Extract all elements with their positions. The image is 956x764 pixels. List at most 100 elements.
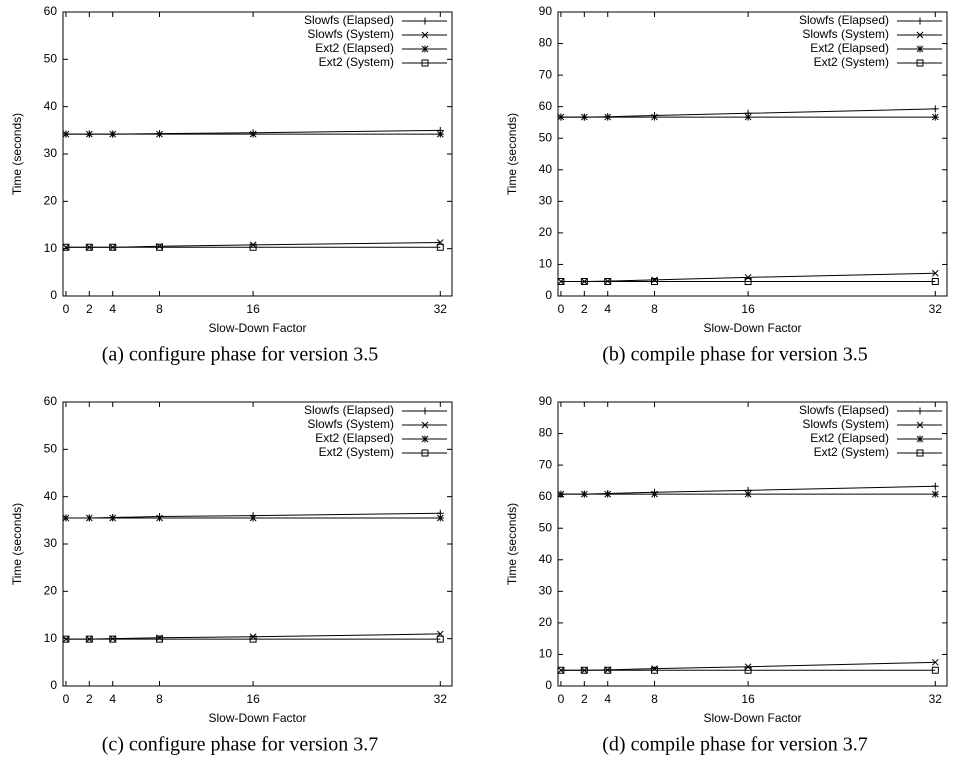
data-point [931,113,939,121]
data-point [651,113,659,121]
legend-marker [421,421,429,429]
data-point [156,243,164,251]
legend-marker [421,17,429,25]
data-point [557,666,565,674]
x-tick-label: 0 [558,302,565,316]
legend-label: Slowfs (Elapsed) [799,13,889,27]
data-point [744,277,752,285]
legend-label: Slowfs (System) [307,27,394,41]
y-tick-label: 80 [539,426,553,440]
data-point [931,482,939,490]
x-tick-label: 16 [246,692,260,706]
data-point [249,130,257,138]
y-axis-label: Time (seconds) [10,113,24,195]
data-point [651,490,659,498]
legend-label: Slowfs (Elapsed) [304,13,394,27]
legend-marker [916,449,924,457]
x-tick-label: 4 [109,692,116,706]
data-point [62,130,70,138]
legend-label: Slowfs (System) [802,417,889,431]
legend-label: Slowfs (Elapsed) [799,403,889,417]
data-point [109,514,117,522]
x-tick-label: 2 [86,302,93,316]
y-tick-label: 0 [545,288,552,302]
data-point [744,274,752,281]
x-tick-label: 0 [63,302,70,316]
legend-marker [916,421,924,429]
y-tick-label: 0 [50,678,57,692]
legend-label: Slowfs (Elapsed) [304,403,394,417]
y-tick-label: 20 [539,615,553,629]
x-tick-label: 2 [581,302,588,316]
data-point [436,243,444,251]
y-tick-label: 20 [44,584,58,598]
x-tick-label: 8 [156,692,163,706]
data-point [62,243,70,251]
legend-marker [421,449,429,457]
caption: (c) configure phase for version 3.7 [102,734,379,756]
y-tick-label: 40 [44,489,58,503]
data-point [931,658,939,666]
plot-frame [557,11,948,297]
x-tick-label: 8 [156,302,163,316]
data-point [744,490,752,498]
data-point [604,113,612,121]
data-point [744,666,752,674]
x-tick-label: 32 [929,692,943,706]
legend-label: Slowfs (System) [802,27,889,41]
y-tick-label: 10 [44,631,58,645]
data-point [557,113,565,121]
data-point [931,490,939,498]
data-point [249,635,257,643]
legend-label: Ext2 (System) [319,55,394,69]
y-tick-label: 60 [44,394,58,408]
y-axis-label: Time (seconds) [10,503,24,585]
x-axis-label: Slow-Down Factor [703,711,801,725]
y-tick-label: 30 [539,584,553,598]
data-point [109,130,117,138]
data-point [436,635,444,643]
x-tick-label: 0 [63,692,70,706]
x-tick-label: 16 [741,302,755,316]
y-tick-label: 60 [44,4,58,18]
data-point [604,666,612,674]
legend-marker [916,407,924,415]
caption: (d) compile phase for version 3.7 [602,734,867,756]
data-point [744,113,752,121]
x-axis-label: Slow-Down Factor [703,321,801,335]
y-tick-label: 70 [539,67,553,81]
data-point [580,277,588,285]
x-axis-label: Slow-Down Factor [208,321,306,335]
data-point [85,514,93,522]
y-tick-label: 10 [539,257,553,271]
data-point [931,269,939,277]
data-point [156,635,164,643]
plot-frame [557,401,948,687]
legend-marker [421,59,429,67]
y-tick-label: 10 [44,241,58,255]
legend-marker [916,45,924,53]
x-tick-label: 2 [86,692,93,706]
y-tick-label: 50 [539,520,553,534]
data-point [931,277,939,285]
y-tick-label: 30 [44,146,58,160]
data-point [249,243,257,251]
legend-marker [916,17,924,25]
legend-marker [421,45,429,53]
y-tick-label: 60 [539,489,553,503]
x-tick-label: 8 [651,302,658,316]
data-point [109,243,117,251]
x-tick-label: 32 [929,302,943,316]
x-tick-label: 4 [604,302,611,316]
legend-label: Ext2 (Elapsed) [315,431,394,445]
legend-label: Ext2 (System) [814,445,889,459]
y-tick-label: 40 [539,552,553,566]
data-point [249,514,257,522]
y-tick-label: 50 [44,52,58,66]
x-tick-label: 2 [581,692,588,706]
data-point [156,130,164,138]
x-tick-label: 16 [246,302,260,316]
data-point [85,130,93,138]
y-tick-label: 40 [539,162,553,176]
